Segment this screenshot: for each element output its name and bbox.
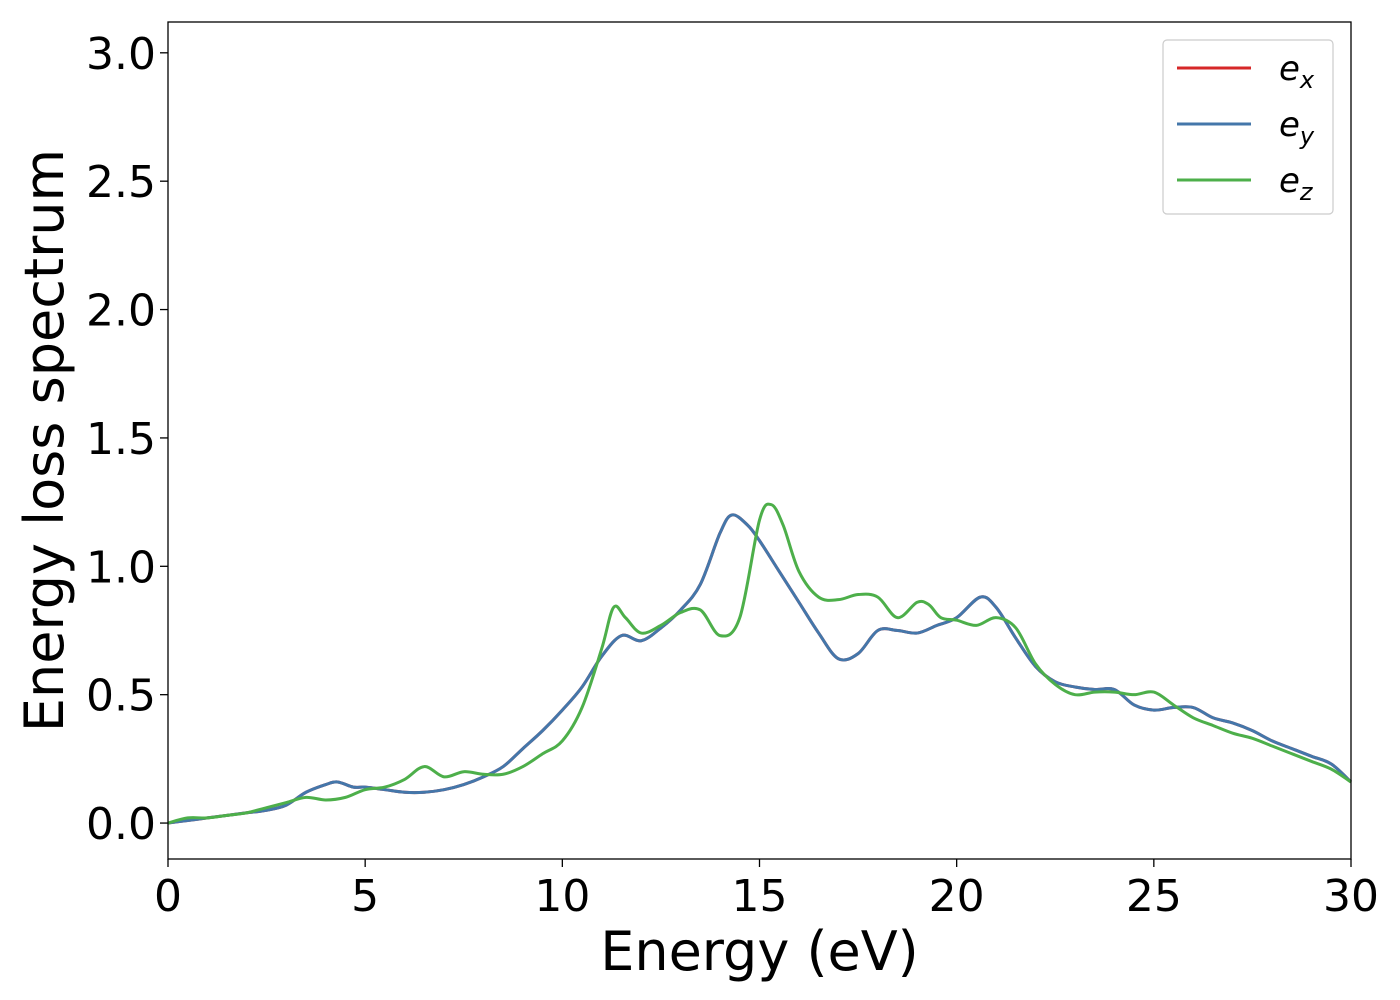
y-tick-label: 1.0 — [86, 542, 156, 593]
legend-label: ex — [1279, 49, 1315, 94]
series-line-ey — [167, 513, 1353, 825]
x-tick-label: 25 — [1126, 871, 1182, 922]
x-axis: 0 5 10 15 20 25 30 — [154, 859, 1379, 922]
x-tick-label: 0 — [154, 871, 182, 922]
legend-label: ey — [1279, 105, 1315, 150]
y-tick-label: 1.5 — [86, 414, 156, 465]
series-line-ez — [167, 502, 1352, 825]
y-tick-label: 0.5 — [86, 671, 156, 722]
y-axis-title: Energy loss spectrum — [13, 149, 76, 732]
y-tick-label: 2.5 — [86, 157, 156, 208]
legend-frame — [1162, 39, 1334, 215]
legend-label: ez — [1279, 161, 1314, 206]
y-tick-label: 3.0 — [86, 29, 156, 80]
x-axis-title: Energy (eV) — [600, 920, 919, 983]
x-tick-label: 5 — [351, 871, 379, 922]
x-tick-label: 15 — [732, 871, 788, 922]
x-tick-label: 10 — [534, 871, 590, 922]
legend: ex ey ez — [1162, 39, 1334, 215]
x-tick-label: 30 — [1323, 871, 1379, 922]
y-tick-label: 0.0 — [86, 799, 156, 850]
plot-background — [168, 22, 1351, 859]
y-axis: 0.0 0.5 1.0 1.5 2.0 2.5 3.0 — [86, 29, 168, 850]
y-tick-label: 2.0 — [86, 286, 156, 337]
x-tick-label: 20 — [929, 871, 985, 922]
series-layer — [167, 502, 1353, 825]
